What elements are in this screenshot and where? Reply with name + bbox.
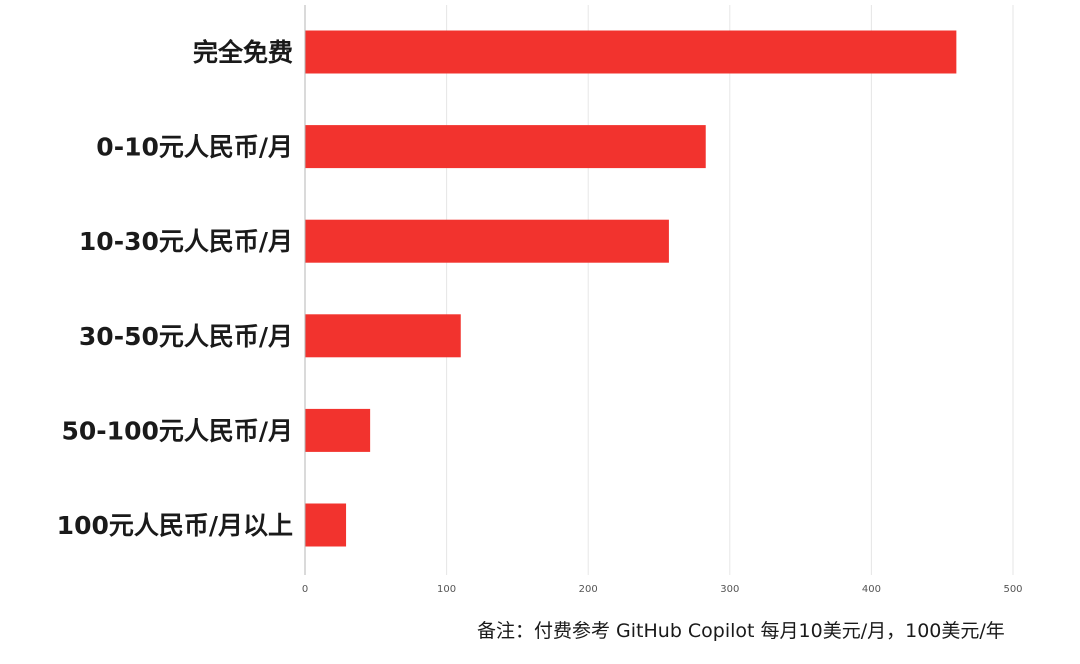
x-tick-label: 300: [720, 584, 739, 595]
bar: [305, 219, 669, 263]
bar-chart: 完全免费 0-10元人民币/月 10-30元人民币/月 30-50元人民币/月 50-1…: [57, 5, 1023, 595]
x-tick-label: 0: [302, 584, 308, 595]
category-label: 30-50元人民币/月: [79, 322, 293, 351]
bar: [305, 408, 371, 452]
x-tick-label: 200: [579, 584, 598, 595]
tick-labels: 0 100 200 300 400 500: [302, 584, 1023, 595]
bar: [305, 125, 706, 169]
footnote-text: 备注：付费参考 GitHub Copilot 每月10美元/月，100美元/年: [477, 620, 1005, 642]
category-label: 完全免费: [193, 38, 293, 67]
bar: [305, 314, 461, 358]
x-tick-label: 100: [437, 584, 456, 595]
bar: [305, 30, 957, 74]
category-label: 100元人民币/月以上: [57, 511, 293, 540]
category-label: 50-100元人民币/月: [62, 416, 293, 445]
bars: [305, 30, 957, 547]
category-labels: 完全免费 0-10元人民币/月 10-30元人民币/月 30-50元人民币/月 50-1…: [57, 38, 293, 540]
category-label: 10-30元人民币/月: [79, 227, 293, 256]
bar: [305, 503, 347, 547]
x-tick-label: 500: [1003, 584, 1022, 595]
x-tick-label: 400: [862, 584, 881, 595]
category-label: 0-10元人民币/月: [96, 133, 293, 162]
gridlines: [446, 5, 1014, 575]
